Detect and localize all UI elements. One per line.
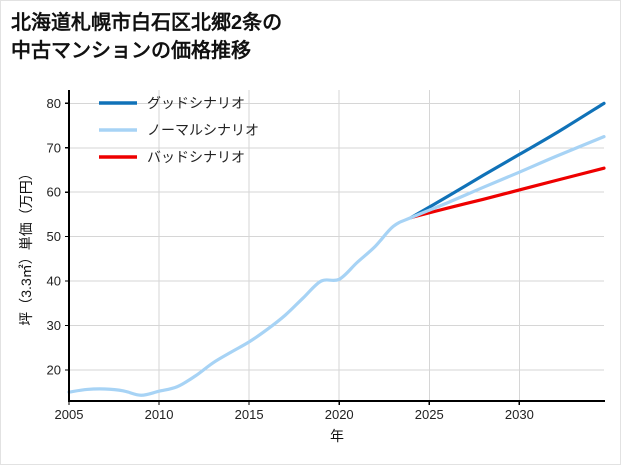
y-axis-ticks: 20 30 40 50 60 70 80 — [47, 96, 69, 377]
series-line-バッドシナリオ — [409, 166, 606, 220]
y-axis-title: 坪（3.3㎡）単価（万円） — [18, 166, 34, 325]
x-tick-label: 2020 — [325, 407, 354, 422]
chart-title: 北海道札幌市白石区北郷2条の 中古マンションの価格推移 — [11, 12, 283, 63]
y-tick-label: 70 — [47, 140, 61, 155]
series-line-ノーマルシナリオ — [67, 135, 606, 397]
y-tick-label: 80 — [47, 96, 61, 111]
x-tick-label: 2025 — [415, 407, 444, 422]
y-tick-label: 40 — [47, 274, 61, 289]
y-tick-label: 20 — [47, 362, 61, 377]
x-axis-ticks: 2005 2010 2015 2020 2025 2030 — [55, 401, 534, 422]
y-tick-label: 50 — [47, 229, 61, 244]
legend-label-1: ノーマルシナリオ — [147, 122, 259, 138]
y-tick-label: 30 — [47, 318, 61, 333]
x-tick-label: 2005 — [55, 407, 84, 422]
y-tick-label: 60 — [47, 185, 61, 200]
legend-label-2: バッドシナリオ — [147, 149, 245, 165]
legend-label-0: グッドシナリオ — [147, 95, 245, 111]
x-tick-label: 2010 — [145, 407, 174, 422]
x-tick-label: 2015 — [235, 407, 264, 422]
plot-background — [69, 90, 604, 401]
data-series-group — [67, 101, 606, 397]
x-axis-title: 年 — [330, 428, 344, 444]
x-tick-label: 2030 — [505, 407, 534, 422]
series-line-グッドシナリオ — [409, 101, 606, 220]
